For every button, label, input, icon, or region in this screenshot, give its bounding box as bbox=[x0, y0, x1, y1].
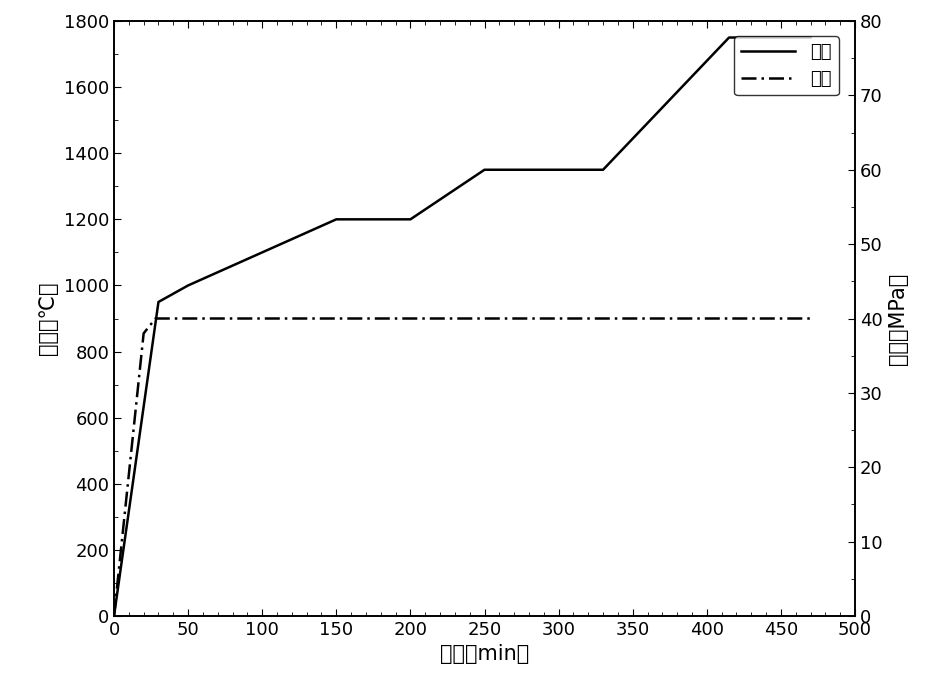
温度 bbox=[405, 215, 416, 223]
温度 bbox=[331, 215, 342, 223]
Y-axis label: 压力（MPa）: 压力（MPa） bbox=[888, 272, 908, 365]
Y-axis label: 温度（℃）: 温度（℃） bbox=[38, 281, 58, 356]
压力 bbox=[150, 314, 162, 323]
温度 bbox=[598, 166, 609, 174]
X-axis label: 时间（min）: 时间（min） bbox=[440, 645, 529, 664]
Line: 温度: 温度 bbox=[114, 38, 810, 616]
压力 bbox=[805, 314, 816, 323]
压力 bbox=[108, 612, 120, 620]
压力 bbox=[161, 314, 172, 323]
温度 bbox=[479, 166, 490, 174]
温度 bbox=[108, 612, 120, 620]
Legend: 温度, 压力: 温度, 压力 bbox=[734, 36, 839, 95]
温度 bbox=[805, 34, 816, 42]
温度 bbox=[723, 34, 734, 42]
温度 bbox=[153, 298, 164, 306]
Line: 压力: 压力 bbox=[114, 318, 810, 616]
压力 bbox=[138, 329, 149, 337]
温度 bbox=[182, 281, 194, 290]
温度 bbox=[523, 166, 535, 174]
